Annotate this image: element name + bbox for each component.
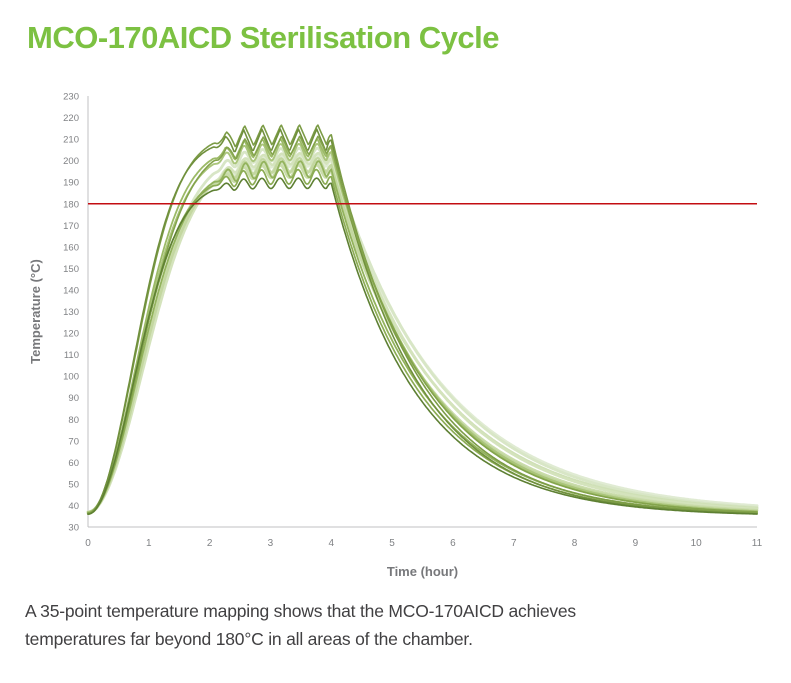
y-tick-label-110: 110: [64, 350, 79, 361]
y-tick-label-50: 50: [68, 479, 79, 490]
y-tick-label-230: 230: [63, 92, 79, 103]
page-title: MCO-170AICD Sterilisation Cycle: [27, 20, 500, 55]
x-tick-label-8: 8: [572, 538, 578, 549]
temperature-curve-7: [87, 143, 758, 513]
y-tick-label-140: 140: [63, 285, 79, 296]
x-tick-label-0: 0: [85, 538, 91, 549]
x-axis-title: Time (hour): [387, 564, 458, 579]
y-tick-label-200: 200: [63, 156, 79, 167]
x-tick-label-1: 1: [146, 538, 152, 549]
y-axis-title: Temperature (°C): [28, 259, 43, 364]
y-tick-label-60: 60: [68, 458, 79, 469]
temperature-curve-13: [87, 135, 758, 514]
y-tick-label-30: 30: [68, 523, 79, 534]
x-tick-label-4: 4: [328, 538, 334, 549]
x-tick-label-9: 9: [633, 538, 639, 549]
x-tick-label-6: 6: [450, 538, 456, 549]
y-tick-label-100: 100: [63, 372, 79, 383]
y-tick-label-160: 160: [63, 242, 79, 253]
y-tick-label-180: 180: [63, 199, 79, 210]
x-tick-label-2: 2: [207, 538, 213, 549]
x-tick-label-3: 3: [268, 538, 274, 549]
y-tick-label-130: 130: [63, 307, 79, 318]
y-tick-label-170: 170: [63, 221, 79, 232]
temperature-curve-2: [86, 146, 759, 514]
caption: A 35-point temperature mapping shows tha…: [25, 601, 576, 649]
temperature-curve-11: [87, 124, 758, 514]
y-tick-label-150: 150: [63, 264, 79, 275]
y-tick-label-220: 220: [63, 113, 79, 124]
temperature-curve-14: [87, 177, 758, 515]
x-tick-label-7: 7: [511, 538, 517, 549]
x-tick-label-10: 10: [691, 538, 703, 549]
y-tick-label-210: 210: [63, 135, 79, 146]
y-tick-label-120: 120: [63, 329, 79, 340]
x-tick-label-11: 11: [752, 538, 763, 549]
y-tick-label-40: 40: [68, 501, 79, 512]
x-tick-label-5: 5: [389, 538, 395, 549]
y-tick-label-70: 70: [68, 436, 79, 447]
y-tick-label-190: 190: [63, 178, 79, 189]
y-tick-label-80: 80: [68, 415, 79, 426]
temperature-curve-4: [86, 151, 759, 514]
y-tick-label-90: 90: [68, 393, 79, 404]
